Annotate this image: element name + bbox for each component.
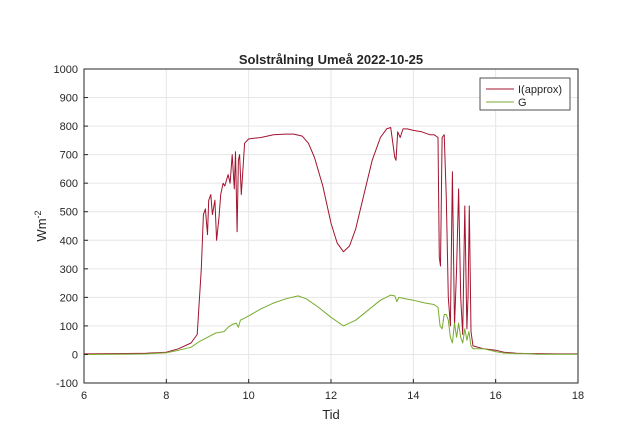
x-tick-label: 8: [163, 390, 169, 402]
y-tick-label: 600: [60, 178, 78, 190]
series-layer: [83, 127, 578, 355]
x-tick-label: 14: [407, 390, 419, 402]
y-axis-label-exponent: -2: [33, 210, 43, 218]
series-line-g: [83, 294, 578, 355]
y-tick-label: 1000: [54, 64, 78, 76]
x-axis-label: Tid: [322, 407, 340, 422]
axis-ticks: 6 8 10 12 14 16 18 -100 0 100 200 300 400 500 600 700 80…: [54, 64, 585, 402]
y-tick-label: 200: [60, 292, 78, 304]
y-tick-label: 700: [60, 150, 78, 162]
y-tick-label: 400: [60, 235, 78, 247]
y-tick-label: 800: [60, 121, 78, 133]
legend: I(approx) G: [479, 77, 571, 111]
x-tick-label: 18: [572, 390, 584, 402]
chart-title: Solstrålning Umeå 2022-10-25: [239, 52, 423, 67]
y-tick-label: 300: [60, 264, 78, 276]
legend-box: [479, 77, 571, 111]
y-axis-label: Wm-2: [33, 210, 49, 241]
y-axis-label-base: Wm: [34, 218, 49, 241]
y-tick-label: 500: [60, 207, 78, 219]
x-tick-label: 16: [490, 390, 502, 402]
y-tick-label: -100: [56, 378, 78, 390]
x-tick-label: 10: [243, 390, 255, 402]
y-tick-label: 900: [60, 93, 78, 105]
x-tick-label: 6: [81, 390, 87, 402]
x-tick-label: 12: [325, 390, 337, 402]
y-tick-label: 100: [60, 321, 78, 333]
y-tick-label: 0: [72, 349, 78, 361]
legend-label-i-approx: I(approx): [518, 84, 562, 96]
series-line-i-approx: [83, 127, 578, 355]
legend-label-g: G: [518, 97, 527, 109]
